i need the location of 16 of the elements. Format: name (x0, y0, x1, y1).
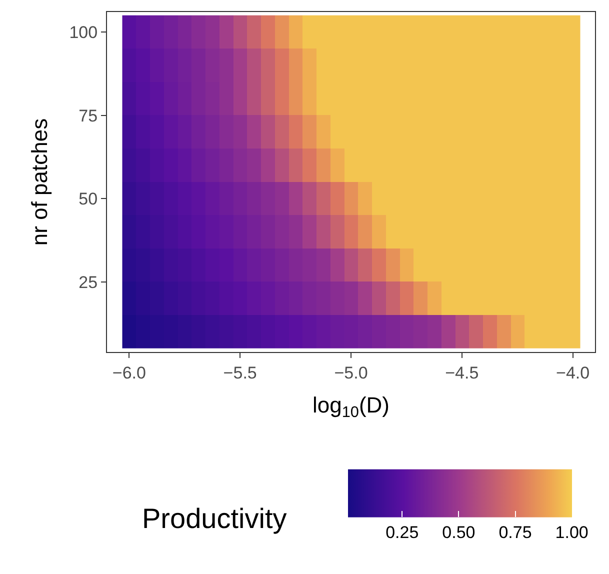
color-bar-label: 0.25 (386, 523, 419, 542)
x-tick-label: −4.0 (556, 363, 590, 382)
color-bar-label: 0.50 (442, 523, 476, 542)
x-tick-label: −4.5 (445, 363, 479, 382)
x-tick-label: −5.5 (223, 363, 257, 382)
x-tick-label: −5.0 (334, 363, 368, 382)
color-bar-title: Productivity (142, 503, 287, 534)
y-tick-label: 100 (69, 22, 98, 42)
y-axis-title: nr of patches (27, 118, 52, 246)
x-tick-label: −6.0 (112, 363, 146, 382)
color-bar-label: 0.75 (498, 523, 532, 542)
y-tick-label: 50 (78, 190, 98, 209)
x-axis-title: log$_{10}$(D) (312, 392, 390, 421)
color-bar-label: 1.00 (555, 523, 588, 542)
y-tick-label: 75 (78, 106, 98, 126)
y-tick-label: 25 (78, 272, 98, 292)
